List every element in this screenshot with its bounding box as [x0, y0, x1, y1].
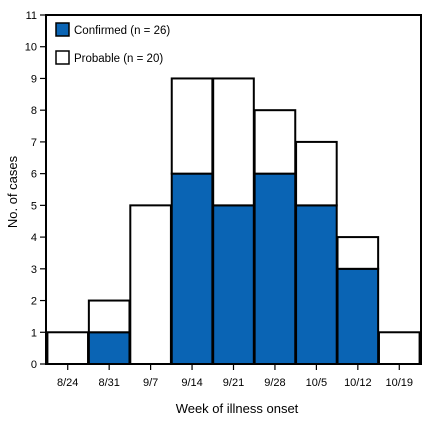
x-tick-label: 10/12 — [344, 377, 372, 389]
bar-probable-10-19 — [377, 331, 421, 366]
y-axis: 0 1 2 3 4 5 6 7 8 9 10 11 — [25, 10, 46, 371]
bar-probable-9-14 — [170, 77, 214, 175]
y-axis-title: No. of cases — [5, 155, 20, 228]
y-tick-label: 9 — [31, 73, 37, 85]
y-tick-label: 6 — [31, 169, 37, 181]
bar-probable-9-7 — [129, 204, 172, 365]
x-tick-label: 9/28 — [264, 377, 285, 389]
bar-layer — [46, 77, 421, 366]
x-tick-label: 10/5 — [306, 377, 327, 389]
bar-probable-10-12 — [336, 236, 380, 270]
x-tick-label: 8/31 — [98, 377, 119, 389]
x-tick-label: 8/24 — [57, 377, 78, 389]
bar-confirmed-9-28 — [253, 172, 297, 365]
bar-confirmed-10-5 — [295, 204, 338, 365]
y-tick-label: 4 — [31, 232, 37, 244]
x-axis-title: Week of illness onset — [176, 401, 299, 416]
legend: Confirmed (n = 26) Probable (n = 20) — [55, 22, 170, 65]
x-tick-label: 9/21 — [223, 377, 244, 389]
y-tick-label: 1 — [31, 327, 37, 339]
y-tick-label: 10 — [25, 42, 37, 54]
bar-probable-8-24 — [46, 331, 90, 366]
legend-swatch-probable — [55, 50, 70, 65]
y-tick-label: 8 — [31, 105, 37, 117]
y-tick-label: 2 — [31, 296, 37, 308]
y-tick-label: 11 — [26, 10, 37, 22]
plot-frame — [45, 14, 422, 365]
x-tick-label: 9/14 — [181, 377, 202, 389]
x-tick-label: 9/7 — [143, 377, 158, 389]
bar-probable-10-5 — [295, 140, 338, 207]
bar-confirmed-10-12 — [336, 267, 380, 365]
legend-label-probable: Probable (n = 20) — [74, 53, 163, 65]
legend-label-confirmed: Confirmed (n = 26) — [74, 25, 170, 37]
bar-confirmed-9-14 — [170, 172, 214, 365]
y-tick-label: 5 — [31, 200, 37, 212]
bar-probable-9-28 — [253, 109, 297, 175]
x-axis: 8/24 8/31 9/7 9/14 9/21 9/28 10/5 10/12 10/19 — [57, 364, 413, 389]
bar-probable-9-21 — [212, 77, 255, 207]
y-tick-label: 7 — [31, 137, 37, 149]
legend-swatch-confirmed — [55, 22, 70, 37]
bar-confirmed-8-31 — [87, 331, 131, 366]
y-tick-label: 3 — [31, 264, 37, 276]
x-tick-label: 10/19 — [386, 377, 414, 389]
y-tick-label: 0 — [31, 359, 37, 371]
bar-probable-8-31 — [87, 299, 131, 334]
bar-confirmed-9-21 — [212, 204, 255, 365]
